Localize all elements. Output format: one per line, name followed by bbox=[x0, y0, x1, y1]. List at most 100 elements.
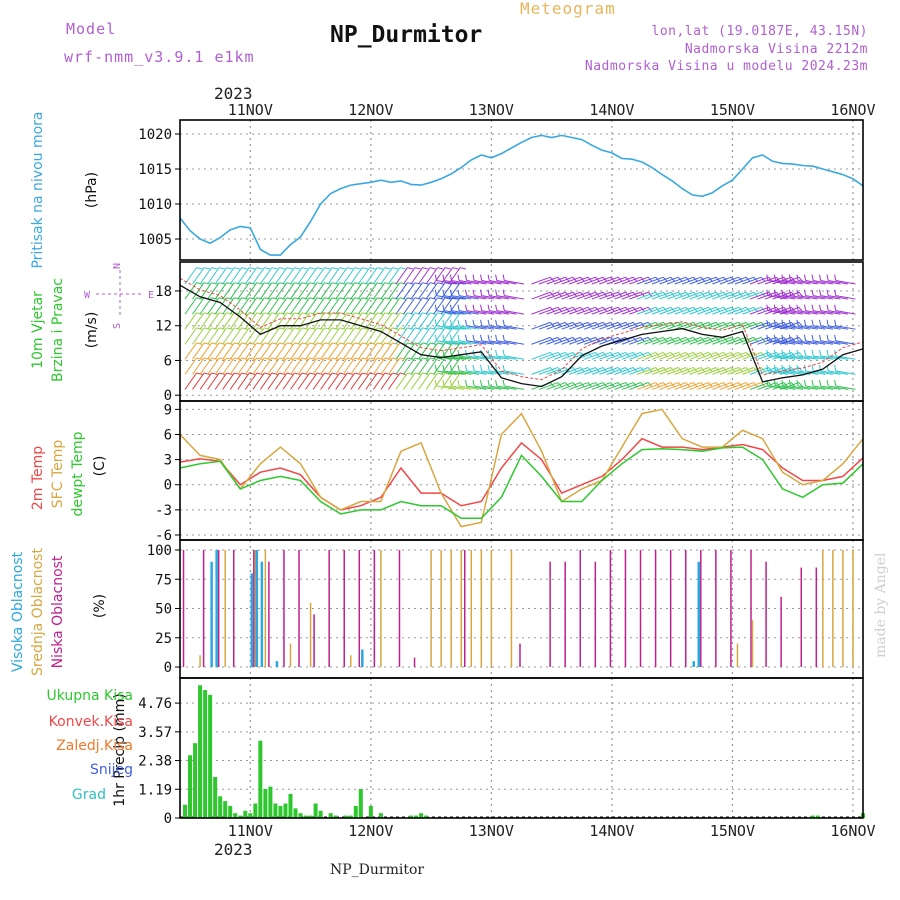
wind-barb-flag bbox=[347, 327, 354, 330]
wind-barb-flag bbox=[826, 334, 829, 341]
wind-barb-flag bbox=[442, 289, 445, 296]
wind-barb-flag bbox=[241, 327, 248, 330]
wind-barb bbox=[222, 342, 235, 360]
wind-barb bbox=[192, 327, 205, 345]
pressure-tick-label: 1020 bbox=[138, 127, 172, 143]
wind-barb-flag bbox=[218, 342, 226, 345]
wind-barb-flag bbox=[773, 349, 776, 356]
wind-barb bbox=[531, 276, 551, 285]
wind-barb bbox=[775, 355, 796, 360]
wind-barb bbox=[312, 327, 325, 345]
model-label: Model bbox=[66, 20, 117, 38]
precip-bar bbox=[258, 740, 263, 818]
precip-legend-item: Grad bbox=[72, 787, 106, 803]
wind-barb bbox=[350, 267, 363, 285]
wind-barb bbox=[651, 367, 672, 375]
wind-barb bbox=[659, 382, 679, 390]
wind-barb-flag bbox=[803, 379, 807, 387]
wind-barb bbox=[312, 267, 325, 285]
wind-barb-flag bbox=[434, 304, 438, 311]
wind-barb bbox=[599, 291, 619, 300]
wind-barb-flag bbox=[502, 289, 505, 296]
wind-barb-flag bbox=[414, 282, 421, 285]
wind-barb-flag bbox=[773, 274, 776, 281]
wind-barb bbox=[569, 291, 589, 300]
wind-barb-flag bbox=[339, 342, 346, 345]
wind-barb bbox=[335, 267, 348, 285]
wind-barb bbox=[365, 372, 378, 390]
wind-barb bbox=[388, 372, 401, 390]
wind-barb-flag bbox=[796, 289, 799, 296]
wind-barb-flag bbox=[218, 357, 226, 360]
wind-barb bbox=[327, 357, 341, 375]
wind-barb bbox=[712, 336, 732, 345]
wind-barb bbox=[282, 357, 295, 375]
wind-barb-flag bbox=[301, 342, 308, 345]
wind-barb bbox=[259, 282, 273, 300]
wind-barb-flag bbox=[472, 364, 475, 371]
wind-barb bbox=[734, 367, 754, 375]
wind-barb bbox=[546, 336, 566, 345]
cloud-label-high: Visoka Oblacnost bbox=[10, 551, 26, 672]
wind-barb bbox=[275, 267, 288, 285]
cloud-panel bbox=[182, 550, 854, 667]
wind-barb-flag bbox=[331, 372, 339, 375]
wind-barb-flag bbox=[773, 319, 776, 326]
wind-barb-flag bbox=[422, 342, 429, 345]
wind-barb-flag bbox=[407, 312, 414, 315]
wind-barb bbox=[207, 312, 220, 330]
wind-barb-flag bbox=[369, 342, 376, 345]
wind-barb bbox=[342, 357, 356, 375]
wind-barb bbox=[828, 370, 849, 375]
wind-barb bbox=[451, 295, 472, 300]
wind-barb-flag bbox=[234, 297, 241, 300]
precip-bar bbox=[298, 813, 303, 818]
wind-barb bbox=[320, 327, 333, 345]
wind-barb bbox=[569, 276, 589, 285]
wind-barb bbox=[561, 276, 581, 285]
wind-barb-flag bbox=[803, 274, 807, 281]
wind-barb bbox=[757, 351, 777, 360]
wind-barb-flag bbox=[324, 312, 331, 315]
wind-barb-flag bbox=[399, 267, 406, 270]
wind-barb-flag bbox=[414, 372, 421, 375]
wind-barb-flag bbox=[309, 327, 316, 330]
wind-barb bbox=[267, 357, 280, 375]
wind-barb bbox=[621, 291, 641, 300]
wind-barb-flag bbox=[773, 334, 776, 341]
precip-tick-label: 2.38 bbox=[138, 754, 172, 770]
wind-barb bbox=[192, 372, 205, 390]
wind-barb-flag bbox=[377, 357, 384, 360]
wind-barb bbox=[305, 372, 318, 390]
wind-barb-flag bbox=[234, 372, 241, 375]
wind-barb bbox=[798, 370, 818, 375]
wind-barb-flag bbox=[256, 282, 263, 285]
wind-barb-flag bbox=[384, 342, 391, 345]
wind-barb bbox=[320, 372, 333, 390]
wind-barb bbox=[425, 297, 438, 315]
wind-barb bbox=[835, 280, 856, 285]
wind-barb bbox=[813, 310, 833, 315]
wind-barb bbox=[764, 336, 785, 345]
wind-barb-flag bbox=[826, 349, 829, 356]
wind-barb bbox=[775, 340, 796, 345]
wind-barb bbox=[481, 340, 502, 345]
wind-barb bbox=[443, 295, 464, 300]
wind-barb bbox=[531, 351, 551, 360]
wind-barb-flag bbox=[472, 319, 475, 326]
wind-barb bbox=[749, 276, 769, 285]
wind-barb bbox=[764, 382, 785, 390]
wind-barb-flag bbox=[457, 364, 460, 371]
wind-barb-flag bbox=[766, 289, 769, 296]
pressure-panel bbox=[179, 134, 864, 256]
wind-barb bbox=[297, 267, 310, 285]
precip-bar bbox=[248, 813, 253, 818]
wind-barb bbox=[790, 340, 811, 345]
wind-barb bbox=[576, 321, 596, 330]
wind-barb bbox=[410, 357, 423, 375]
wind-barb bbox=[674, 321, 694, 330]
wind-barb-flag bbox=[203, 312, 210, 315]
wind-barb bbox=[828, 340, 849, 345]
wind-barb-flag bbox=[286, 342, 293, 345]
wind-barb-flag bbox=[422, 297, 429, 300]
